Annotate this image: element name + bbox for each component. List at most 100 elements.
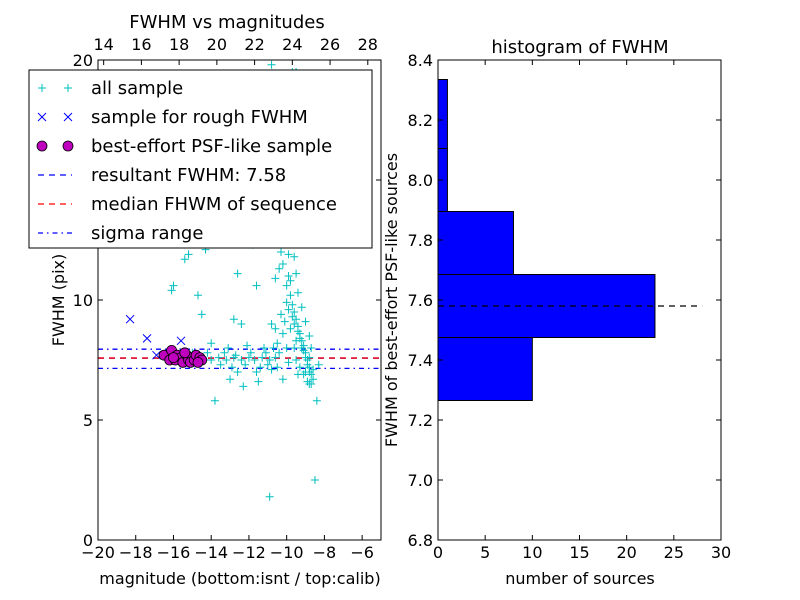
psf-sample-point	[192, 356, 204, 368]
all-sample-point	[184, 250, 193, 259]
all-sample-point	[207, 356, 216, 364]
histogram-bar	[437, 337, 533, 401]
all-sample-point	[277, 248, 286, 256]
all-sample-point	[271, 274, 280, 283]
all-sample-point	[288, 300, 297, 309]
scatter-top-tick-label: 14	[93, 35, 113, 54]
all-sample-point	[203, 348, 212, 357]
histogram-y-axis: 6.8 7.0 7.2 7.4 7.6 7.8 8.0 8.2 8.4	[408, 51, 721, 550]
all-sample-point	[282, 344, 291, 352]
all-sample-point	[301, 368, 310, 376]
all-sample-point	[284, 272, 293, 280]
rough-sample-point	[152, 350, 161, 360]
all-sample-point	[292, 356, 301, 364]
scatter-y-label: FWHM (pix)	[49, 254, 68, 347]
all-sample-point	[229, 315, 238, 324]
all-sample-point	[256, 363, 265, 372]
scatter-top-tick-label: 20	[207, 35, 227, 54]
histogram-bar	[437, 211, 514, 275]
all-sample-point	[290, 252, 299, 261]
all-sample-point	[284, 305, 293, 314]
all-sample-point	[267, 320, 276, 328]
rough-sample-point	[176, 336, 186, 346]
all-sample-point	[222, 356, 231, 364]
all-sample-point	[282, 281, 291, 290]
all-sample-point	[220, 348, 229, 357]
legend-entry: sample for rough FWHM	[37, 107, 308, 128]
all-sample-point	[246, 348, 255, 357]
all-sample-point	[292, 336, 301, 345]
all-sample-point	[260, 344, 269, 352]
all-sample-point	[241, 360, 250, 369]
legend-frame	[28, 69, 373, 249]
all-sample-point	[239, 382, 248, 391]
all-sample-point	[233, 269, 242, 278]
all-sample-point	[310, 476, 319, 484]
scatter-x-tick-label: −14	[194, 543, 228, 562]
scatter-x-axis: −20 −18 −16 −14 −12 −10 −8 −6	[81, 535, 374, 562]
legend-label: median FHWM of sequence	[91, 194, 337, 215]
legend-marker	[38, 84, 46, 92]
scatter-y-tick-label: 0	[83, 531, 93, 550]
all-sample-point	[278, 375, 287, 384]
all-sample-point	[254, 377, 263, 386]
all-sample-point	[197, 310, 206, 319]
histogram-y-tick-label: 7.6	[408, 291, 433, 310]
scatter-y-tick-label: 10	[73, 291, 93, 310]
histogram-bar	[437, 274, 656, 338]
all-sample-point	[273, 339, 282, 348]
histogram-x-tick-label: 15	[569, 543, 589, 562]
histogram-bars	[437, 79, 703, 401]
all-sample-point	[299, 346, 308, 355]
all-sample-point	[286, 324, 295, 333]
all-sample-point	[307, 380, 316, 388]
all-sample-point	[290, 320, 299, 328]
all-sample-point	[237, 320, 246, 328]
histogram-x-axis: 0 5 10 15 20 25 30	[433, 60, 731, 562]
legend-marker	[36, 140, 48, 152]
histogram-y-tick-label: 7.2	[408, 411, 433, 430]
all-sample-point	[252, 368, 261, 376]
all-sample-point	[193, 291, 202, 300]
histogram-panel: histogram of FWHM 0 5 10 15 20 25 30 6.8 7.0 7.2…	[382, 37, 731, 588]
histogram-y-tick-label: 7.4	[408, 351, 433, 370]
all-sample-point	[305, 353, 314, 362]
legend-marker	[62, 140, 74, 152]
all-sample-point	[263, 360, 272, 369]
all-sample-point	[293, 327, 302, 336]
histogram-x-tick-label: 10	[522, 543, 542, 562]
all-sample-point	[265, 492, 274, 501]
histogram-x-tick-label: 30	[711, 543, 731, 562]
histogram-x-label: number of sources	[505, 569, 655, 588]
all-sample-point	[267, 60, 276, 69]
legend-label: all sample	[91, 78, 183, 99]
all-sample-point	[224, 344, 233, 352]
all-sample-point	[273, 363, 282, 372]
all-sample-point	[284, 358, 293, 367]
legend-label: best-effort PSF-like sample	[91, 136, 332, 157]
all-sample-point	[231, 351, 240, 360]
all-sample-point	[277, 310, 286, 319]
all-sample-point	[216, 360, 225, 369]
scatter-top-tick-label: 24	[282, 35, 302, 54]
all-sample-point	[282, 298, 291, 307]
all-sample-point	[309, 365, 318, 374]
all-sample-point	[167, 286, 176, 295]
all-sample-point	[293, 288, 302, 297]
legend-marker	[63, 112, 73, 122]
all-sample-point	[286, 291, 295, 300]
scatter-x-tick-label: −12	[232, 543, 266, 562]
psf-sample-point	[179, 347, 191, 359]
rough-sample-point	[142, 334, 152, 343]
all-sample-point	[307, 344, 316, 352]
all-sample-point	[295, 363, 304, 372]
legend-marker	[64, 84, 72, 92]
all-sample-point	[207, 339, 216, 348]
histogram-bar	[437, 79, 448, 149]
histogram-y-tick-label: 6.8	[408, 531, 433, 550]
all-sample-point	[258, 353, 267, 362]
all-sample-point	[314, 360, 323, 369]
scatter-y-tick-label: 5	[83, 411, 93, 430]
rough-sample-point	[125, 314, 135, 324]
all-sample-point	[278, 260, 287, 268]
